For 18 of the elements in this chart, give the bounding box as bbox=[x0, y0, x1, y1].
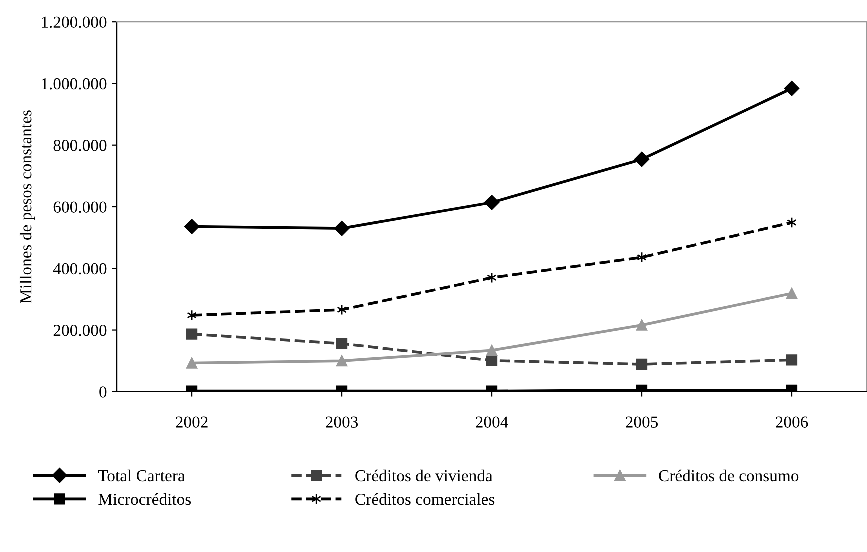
x-tick-label: 2005 bbox=[626, 416, 658, 428]
y-axis-title: Millones de pesos constantes bbox=[20, 110, 36, 304]
legend-label: Créditos de vivienda bbox=[356, 470, 493, 482]
y-tick-label: 1.000.000 bbox=[42, 78, 107, 90]
y-tick-label: 400.000 bbox=[53, 263, 107, 275]
x-tick-label: 2006 bbox=[776, 416, 808, 428]
legend-label: Créditos comerciales bbox=[356, 493, 495, 506]
x-tick-label: 2004 bbox=[476, 416, 508, 428]
legend-label: Microcréditos bbox=[98, 493, 192, 506]
legend-label: Créditos de consumo bbox=[659, 470, 799, 482]
x-tick-label: 2002 bbox=[176, 416, 208, 428]
y-tick-label: 200.000 bbox=[54, 324, 107, 336]
y-tick-label: 800.000 bbox=[54, 140, 107, 152]
x-tick-label: 2003 bbox=[326, 416, 358, 428]
legend-label: Total Cartera bbox=[98, 470, 186, 482]
y-tick-label: 600.000 bbox=[54, 202, 107, 214]
y-tick-label: 0 bbox=[100, 386, 107, 398]
y-tick-label: 1.200.000 bbox=[42, 16, 107, 28]
